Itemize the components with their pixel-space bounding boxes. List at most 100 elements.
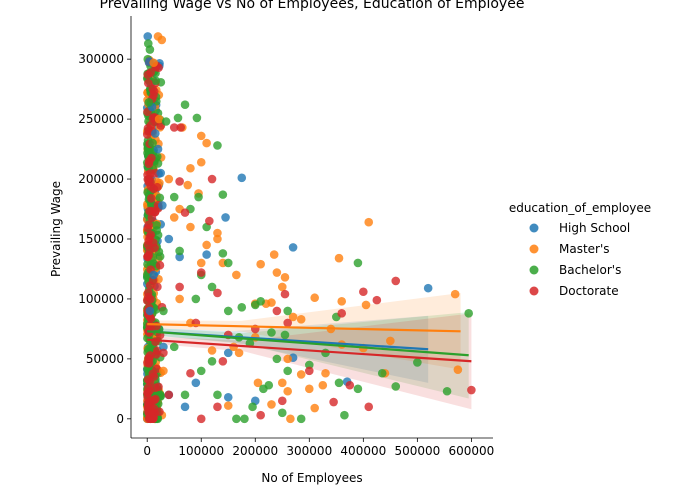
data-point — [159, 348, 168, 358]
data-point — [143, 32, 153, 41]
cluster-point — [143, 375, 153, 384]
data-point — [296, 315, 306, 324]
data-point — [143, 78, 153, 88]
data-point — [337, 297, 347, 306]
data-point — [213, 288, 222, 298]
plot-area — [142, 32, 476, 424]
cluster-point — [148, 369, 158, 379]
data-point — [277, 378, 287, 388]
data-point — [164, 390, 174, 400]
data-point — [340, 410, 349, 420]
data-point — [256, 259, 265, 269]
data-point — [149, 58, 158, 68]
data-point — [223, 258, 233, 268]
data-point — [169, 123, 179, 132]
cluster-point — [148, 238, 158, 247]
data-point — [207, 282, 217, 292]
data-point — [149, 270, 158, 280]
data-point — [218, 356, 228, 366]
data-point — [277, 396, 287, 406]
data-point — [218, 190, 228, 199]
data-point — [213, 402, 222, 412]
data-point — [267, 328, 276, 337]
legend-marker — [529, 265, 539, 275]
data-point — [175, 282, 184, 292]
data-point — [169, 192, 179, 202]
y-tick-label: 0 — [116, 412, 124, 426]
regression-line — [147, 330, 469, 357]
data-point — [361, 300, 371, 310]
data-point — [321, 368, 330, 378]
data-point — [202, 138, 211, 148]
data-points — [142, 32, 476, 424]
x-tick-label: 200000 — [232, 444, 278, 458]
cluster-point — [145, 351, 155, 360]
y-axis-label: Prevailing Wage — [49, 181, 63, 277]
data-point — [467, 385, 476, 395]
data-point — [192, 113, 202, 123]
x-tick-label: 600000 — [448, 444, 494, 458]
data-point — [176, 123, 186, 132]
data-point — [304, 384, 314, 394]
data-point — [329, 397, 338, 407]
data-point — [359, 287, 368, 297]
data-point — [248, 402, 257, 412]
legend-marker — [529, 286, 539, 296]
data-point — [221, 213, 230, 222]
data-point — [196, 131, 206, 141]
y-tick-label: 200000 — [78, 172, 124, 186]
cluster-point — [152, 220, 161, 230]
data-point — [464, 309, 473, 318]
data-point — [151, 129, 160, 138]
data-point — [157, 35, 167, 45]
data-point — [232, 270, 241, 280]
chart-title: Prevailing Wage vs No of Employees, Educ… — [100, 0, 525, 12]
cluster-point — [155, 193, 165, 203]
data-point — [296, 414, 306, 424]
legend-title: education_of_employee — [509, 201, 651, 215]
data-point — [213, 390, 222, 400]
data-point — [310, 403, 320, 413]
cluster-point — [149, 404, 159, 413]
data-point — [186, 163, 195, 173]
cluster-point — [151, 337, 160, 347]
cluster-point — [147, 194, 156, 203]
data-point — [286, 414, 295, 424]
data-point — [304, 366, 314, 376]
data-point — [423, 283, 433, 293]
data-point — [283, 366, 292, 376]
data-point — [154, 114, 164, 124]
data-point — [205, 216, 214, 226]
data-point — [353, 258, 363, 268]
data-point — [288, 243, 298, 252]
data-point — [283, 386, 292, 396]
data-point — [164, 174, 174, 184]
data-point — [321, 348, 330, 358]
data-point — [161, 117, 171, 126]
data-point — [175, 294, 184, 304]
data-point — [148, 138, 157, 148]
data-point — [196, 258, 206, 268]
y-axis: 0 50000 100000 150000 200000 250000 300000 — [78, 52, 131, 426]
x-tick-label: 0 — [143, 444, 151, 458]
data-point — [191, 378, 201, 388]
data-point — [180, 402, 190, 412]
data-point — [272, 268, 282, 277]
data-point — [191, 294, 201, 304]
data-point — [218, 249, 228, 258]
cluster-point — [143, 383, 153, 393]
data-point — [413, 358, 422, 367]
x-tick-label: 300000 — [286, 444, 332, 458]
data-point — [337, 309, 347, 318]
data-point — [283, 354, 292, 364]
data-point — [442, 386, 452, 396]
data-point — [144, 98, 154, 107]
cluster-point — [143, 292, 153, 302]
legend-marker — [529, 244, 539, 254]
cluster-point — [153, 282, 162, 292]
data-point — [256, 297, 265, 306]
data-point — [156, 168, 166, 178]
data-point — [283, 306, 292, 316]
data-point — [186, 368, 195, 378]
